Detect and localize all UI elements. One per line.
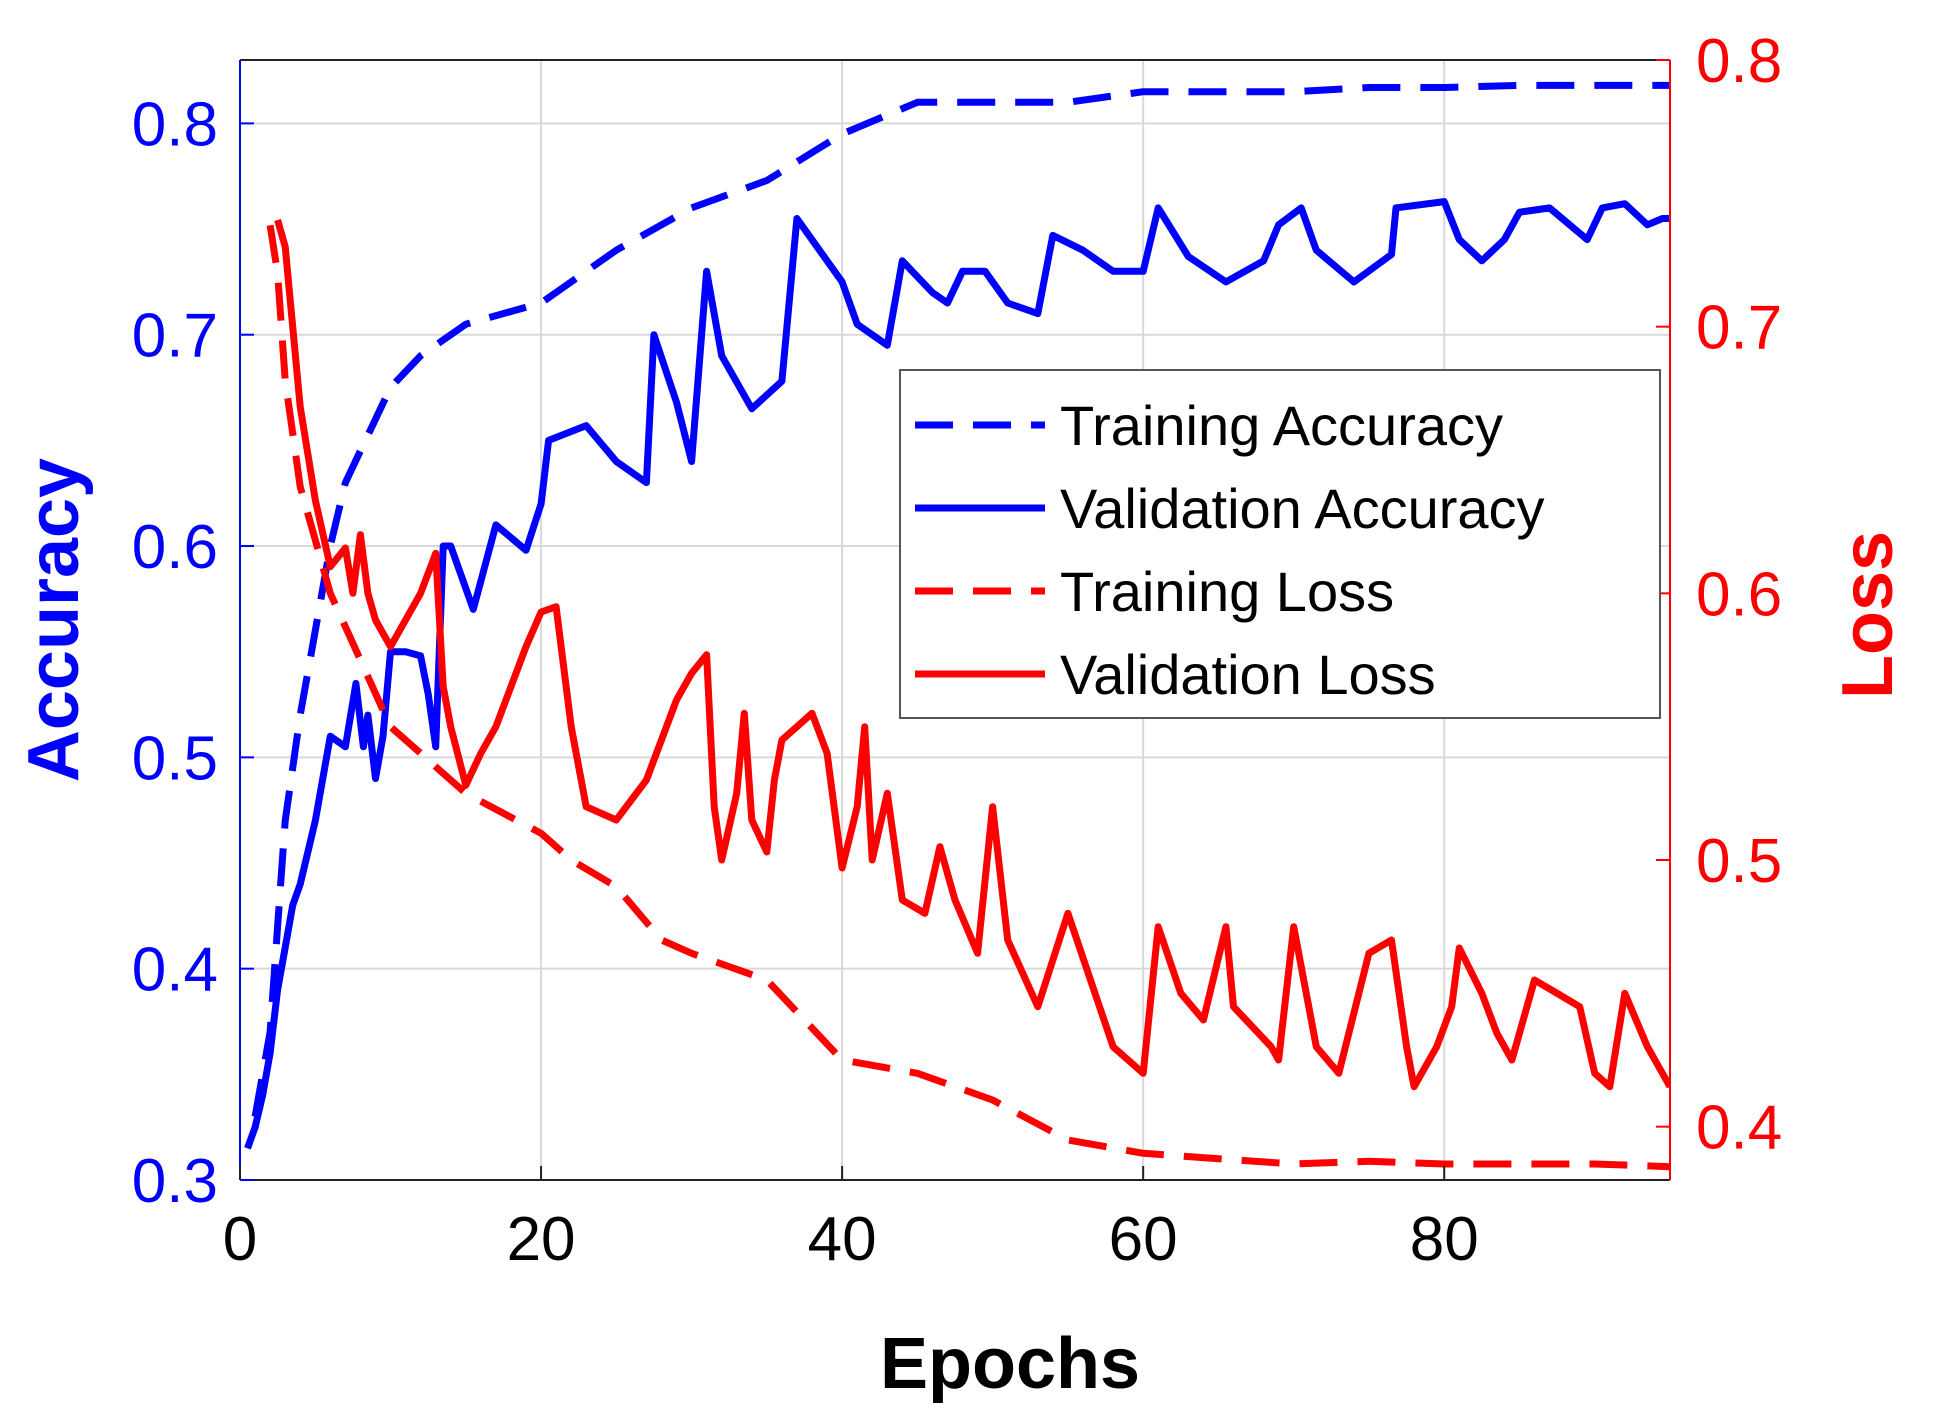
left-tick-label: 0.7 (132, 302, 218, 371)
legend-label: Training Accuracy (1060, 394, 1503, 457)
legend: Training Accuracy Validation Accuracy Trai… (899, 369, 1661, 719)
series-layer (244, 81, 1670, 1171)
x-tick-labels: 0 20 40 60 80 (223, 1166, 1479, 1274)
legend-label: Training Loss (1060, 560, 1394, 623)
series-line-training-accuracy (251, 81, 1670, 1118)
right-tick-label: 0.6 (1696, 560, 1782, 629)
axes (239, 59, 1671, 1181)
legend-box (899, 369, 1661, 719)
x-tick-label: 20 (507, 1205, 576, 1274)
x-axis-title: Epochs (880, 1324, 1140, 1404)
legend-label: Validation Loss (1060, 643, 1436, 706)
x-tick-label: 0 (223, 1205, 257, 1274)
right-tick-labels: 0.4 0.5 0.6 0.7 0.8 (1656, 27, 1782, 1163)
left-tick-label: 0.6 (132, 513, 218, 582)
right-tick-label: 0.8 (1696, 27, 1782, 96)
left-axis-title: Accuracy (14, 458, 94, 782)
legend-label: Validation Accuracy (1060, 477, 1545, 540)
left-tick-label: 0.3 (132, 1147, 218, 1216)
right-tick-label: 0.4 (1696, 1094, 1782, 1163)
left-tick-label: 0.8 (132, 90, 218, 159)
right-tick-label: 0.7 (1696, 294, 1782, 363)
series-line-validation-loss (274, 219, 1670, 1091)
x-tick-label: 60 (1109, 1205, 1178, 1274)
series-line-training-loss (266, 224, 1670, 1171)
right-tick-label: 0.5 (1696, 827, 1782, 896)
right-axis-title: Loss (1828, 531, 1908, 699)
left-tick-labels: 0.3 0.4 0.5 0.6 0.7 0.8 (132, 90, 254, 1216)
left-tick-label: 0.5 (132, 724, 218, 793)
series-line-validation-accuracy (244, 198, 1670, 1150)
x-tick-label: 40 (808, 1205, 877, 1274)
left-tick-label: 0.4 (132, 936, 218, 1005)
x-tick-label: 80 (1410, 1205, 1479, 1274)
